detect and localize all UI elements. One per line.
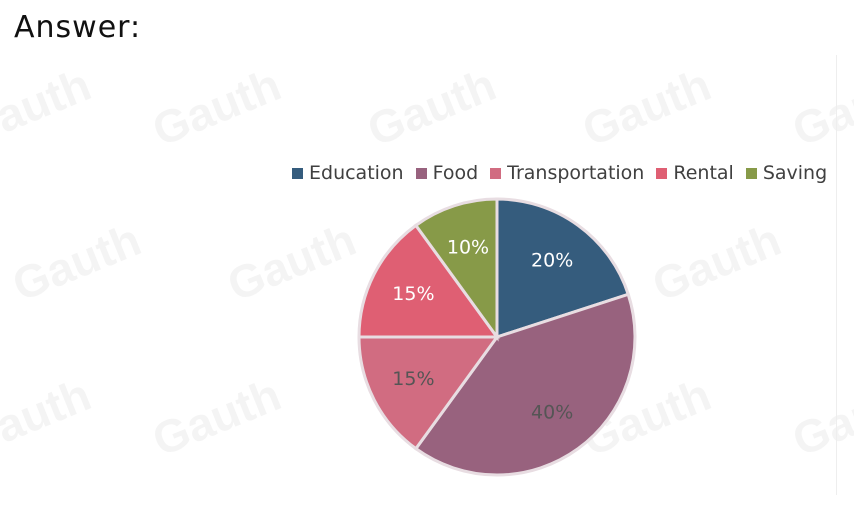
- legend-swatch: [745, 167, 757, 179]
- legend-swatch: [415, 167, 427, 179]
- pie-slice-saving: [413, 197, 499, 342]
- legend-item-food: Food: [415, 162, 479, 184]
- data-label-rental: 15%: [392, 283, 434, 305]
- data-label-transportation: 15%: [392, 368, 434, 390]
- legend-item-saving: Saving: [745, 162, 828, 184]
- data-label-saving: 10%: [447, 236, 489, 258]
- legend-label: Education: [309, 162, 404, 184]
- legend-item-transportation: Transportation: [490, 162, 644, 184]
- legend-label: Saving: [762, 162, 828, 184]
- right-divider: [836, 55, 837, 495]
- data-label-education: 20%: [531, 250, 573, 272]
- pie-slice-rental: [357, 223, 500, 339]
- data-label-food: 40%: [531, 401, 573, 423]
- legend-swatch: [656, 167, 668, 179]
- legend-label: Rental: [673, 162, 734, 184]
- answer-heading: Answer:: [14, 10, 142, 45]
- chart-legend: Education Food Transportation Rental Sav…: [292, 160, 827, 186]
- pie-slice-education: [495, 197, 631, 340]
- pie-slice-food: [413, 292, 637, 477]
- legend-swatch: [292, 167, 303, 179]
- legend-label: Food: [432, 162, 479, 184]
- legend-swatch: [490, 167, 502, 179]
- legend-item-education: Education: [292, 162, 404, 184]
- legend-label: Transportation: [507, 162, 645, 184]
- legend-item-rental: Rental: [656, 162, 734, 184]
- pie-slice-transportation: [357, 335, 500, 451]
